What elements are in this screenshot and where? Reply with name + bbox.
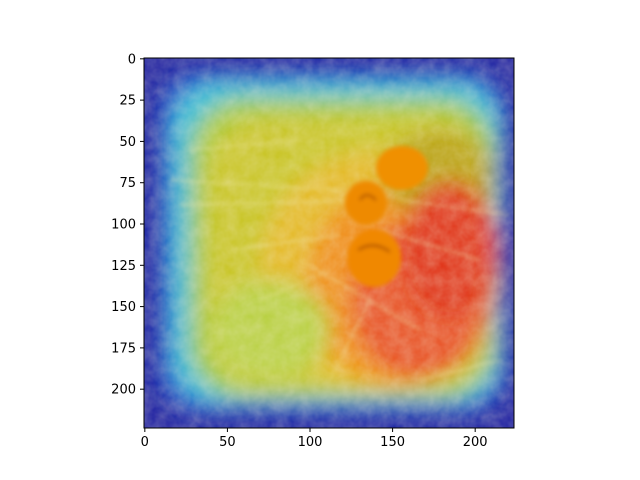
y-tick-label: 75: [119, 176, 136, 191]
x-axis: 0 50 100 150 200: [141, 428, 488, 450]
y-tick-label: 0: [128, 52, 136, 67]
y-tick-label: 175: [111, 341, 136, 356]
y-axis: 0 25 50 75 100 125 150 175 200: [111, 52, 144, 398]
y-tick-label: 100: [111, 218, 136, 233]
y-tick-label: 200: [111, 383, 136, 398]
y-tick-label: 150: [111, 300, 136, 315]
pepper-shapes: [345, 146, 428, 287]
heatmap-image: [144, 58, 514, 428]
y-tick-label: 25: [119, 94, 136, 109]
axes-frame: [143, 57, 515, 429]
x-tick-label: 150: [380, 435, 405, 450]
x-tick-label: 100: [298, 435, 323, 450]
x-tick-label: 50: [219, 435, 236, 450]
y-tick-label: 50: [119, 135, 136, 150]
y-tick-label: 125: [111, 259, 136, 274]
x-tick-label: 200: [463, 435, 488, 450]
x-tick-label: 0: [141, 435, 149, 450]
